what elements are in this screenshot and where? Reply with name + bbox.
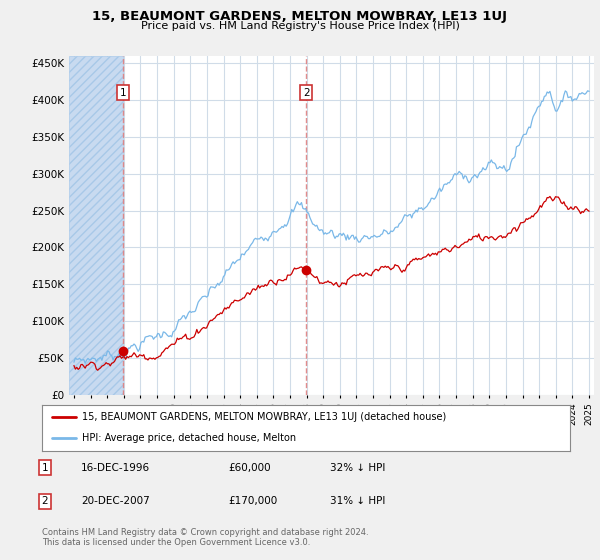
Text: 15, BEAUMONT GARDENS, MELTON MOWBRAY, LE13 1UJ (detached house): 15, BEAUMONT GARDENS, MELTON MOWBRAY, LE…	[82, 412, 446, 422]
Text: 32% ↓ HPI: 32% ↓ HPI	[330, 463, 385, 473]
Text: 1: 1	[41, 463, 49, 473]
Bar	[69, 56, 123, 395]
Text: 31% ↓ HPI: 31% ↓ HPI	[330, 496, 385, 506]
Text: 1: 1	[120, 88, 127, 98]
Text: 16-DEC-1996: 16-DEC-1996	[81, 463, 150, 473]
Text: £170,000: £170,000	[228, 496, 277, 506]
Text: £60,000: £60,000	[228, 463, 271, 473]
Text: Price paid vs. HM Land Registry's House Price Index (HPI): Price paid vs. HM Land Registry's House …	[140, 21, 460, 31]
Text: 15, BEAUMONT GARDENS, MELTON MOWBRAY, LE13 1UJ: 15, BEAUMONT GARDENS, MELTON MOWBRAY, LE…	[92, 10, 508, 23]
Text: 2: 2	[303, 88, 310, 98]
Text: Contains HM Land Registry data © Crown copyright and database right 2024.
This d: Contains HM Land Registry data © Crown c…	[42, 528, 368, 547]
Text: 2: 2	[41, 496, 49, 506]
Text: 20-DEC-2007: 20-DEC-2007	[81, 496, 150, 506]
Text: HPI: Average price, detached house, Melton: HPI: Average price, detached house, Melt…	[82, 433, 296, 444]
